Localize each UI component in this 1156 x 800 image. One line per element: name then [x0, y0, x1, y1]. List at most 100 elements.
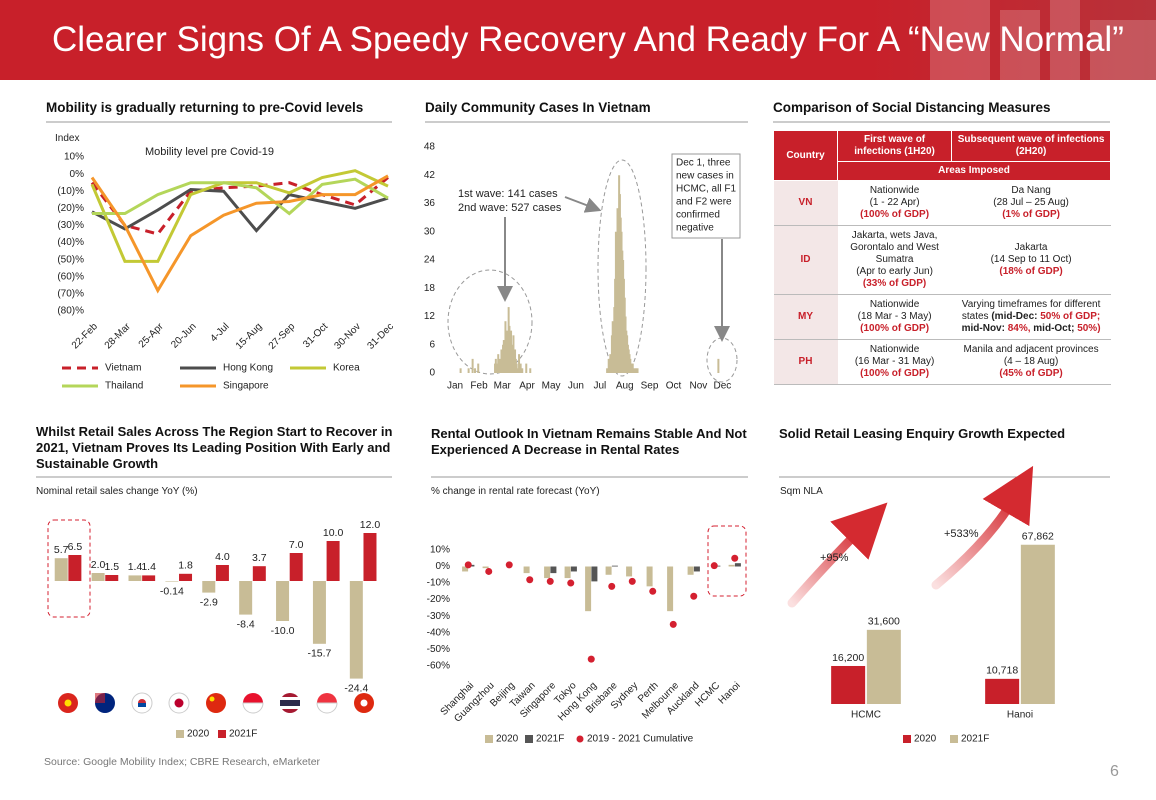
- legend-swatch: [176, 730, 184, 738]
- x-tick-label: 31-Dec: [365, 321, 396, 352]
- bar: [636, 368, 639, 373]
- chart-title: Daily Community Cases In Vietnam: [425, 100, 651, 115]
- point: [546, 577, 554, 585]
- growth-arrows: [787, 465, 1034, 608]
- y-tick-label: (80)%: [57, 306, 84, 317]
- header-cell: Subsequent wave of infections (2H20): [951, 130, 1111, 162]
- cell-line: (Apr to early Jun): [840, 266, 950, 278]
- cell-line: Gorontalo and West: [840, 242, 950, 254]
- data-label: -24.4: [344, 682, 368, 694]
- legend-label: 2020: [496, 734, 519, 745]
- cell-line: (45% of GDP): [954, 368, 1109, 380]
- bar: [165, 581, 179, 582]
- bar: [474, 368, 477, 373]
- annotation: new cases in: [676, 171, 734, 182]
- source-note: Source: Google Mobility Index; CBRE Rese…: [44, 756, 321, 768]
- bar: [312, 581, 326, 644]
- chart-title: Rental Outlook In Vietnam Remains Stable…: [431, 426, 747, 457]
- cell-text: (33% of GDP): [862, 278, 927, 289]
- bar: [646, 566, 653, 587]
- cell-text: mid-Oct;: [1030, 323, 1078, 334]
- bar: [91, 573, 105, 581]
- data-label: 31,600: [868, 616, 900, 628]
- data-label: -0.14: [160, 585, 184, 597]
- legend-label: Thailand: [105, 381, 143, 392]
- bar: [585, 566, 592, 612]
- bar: [626, 566, 633, 577]
- data-label: 67,862: [1022, 531, 1054, 543]
- data-label: 7.0: [289, 539, 304, 551]
- y-axis-label: Sqm NLA: [780, 486, 823, 497]
- cell-line: (100% of GDP): [840, 323, 950, 335]
- bar: [1020, 544, 1055, 704]
- cell-line: Varying timeframes for different: [954, 299, 1109, 311]
- table-cell: Varying timeframes for different states (…: [951, 294, 1111, 340]
- table-row: VN Nationwide (1 - 22 Apr) (100% of GDP) Da …: [773, 180, 1111, 226]
- table-row: MY Nationwide (18 Mar - 3 May) (100% of GDP…: [773, 294, 1111, 340]
- cell-text: (100% of GDP): [860, 209, 930, 220]
- header-row: Country First wave of infections (1H20) Su…: [773, 130, 1111, 181]
- bar: [202, 581, 216, 593]
- x-tick-label: 27-Sep: [267, 321, 298, 352]
- bar: [500, 349, 503, 373]
- bar: [239, 581, 253, 615]
- y-tick-label: -20%: [427, 594, 450, 605]
- x-tick-label: Jul: [594, 381, 607, 392]
- bar: [693, 566, 700, 572]
- bar: [591, 566, 598, 582]
- data-label: 1.8: [178, 560, 193, 572]
- cell-text: 50% of GDP;: [1040, 311, 1101, 322]
- y-tick-label: 12: [424, 311, 436, 322]
- bar: [985, 678, 1020, 704]
- y-tick-label: (20)%: [57, 203, 84, 214]
- y-tick-label: -40%: [427, 627, 450, 638]
- data-label: -8.4: [237, 618, 255, 630]
- bar: [518, 354, 521, 373]
- point: [669, 620, 677, 628]
- bar: [519, 363, 522, 373]
- cell-text: Nationwide: [869, 344, 920, 355]
- y-tick-label: (50)%: [57, 254, 84, 265]
- cell-line: (16 Mar - 31 May): [840, 356, 950, 368]
- cell-text: (18 Mar - 3 May): [857, 311, 932, 322]
- series-line: [91, 187, 389, 233]
- y-tick-label: (40)%: [57, 237, 84, 248]
- dec-callout-box: [671, 153, 741, 239]
- annotation: and F2 were: [676, 197, 732, 208]
- cell-line: mid-Nov: 84%, mid-Oct; 50%): [954, 323, 1109, 335]
- x-tick-label: 15-Aug: [234, 321, 265, 352]
- cell-text: (mid-Dec:: [991, 311, 1041, 322]
- series-line: [90, 169, 389, 263]
- x-tick-label: May: [542, 381, 561, 392]
- bar: [550, 566, 557, 574]
- legend-swatch: [525, 735, 533, 743]
- legend-swatch: [576, 735, 584, 743]
- annotation: HCMC, all F1: [676, 184, 736, 195]
- cell-text: (1% of GDP): [1002, 209, 1060, 220]
- page-number: 6: [1110, 763, 1119, 780]
- point: [567, 579, 575, 587]
- bar: [734, 563, 741, 567]
- table-title: Comparison of Social Distancing Measures: [773, 100, 1051, 115]
- bar: [326, 541, 340, 581]
- x-tick-label: Nov: [689, 381, 707, 392]
- table-cell: Nationwide (18 Mar - 3 May) (100% of GDP): [837, 294, 952, 340]
- country-cell: ID: [773, 225, 838, 295]
- x-tick-label: 4-Jul: [208, 321, 231, 344]
- bar: [54, 558, 68, 581]
- title-rules: [36, 121, 1110, 478]
- data-label: -10.0: [271, 625, 295, 637]
- annotation: negative: [676, 223, 714, 234]
- legend-swatch: [485, 735, 493, 743]
- data-label: -15.7: [307, 648, 331, 660]
- table-container: Country First wave of infections (1H20) Su…: [773, 130, 1111, 385]
- data-label: -2.9: [200, 596, 218, 608]
- y-tick-label: (70)%: [57, 289, 84, 300]
- table-cell: Jakarta (14 Sep to 11 Oct) (18% of GDP): [951, 225, 1111, 295]
- bar: [634, 368, 637, 373]
- data-label: 1.5: [104, 561, 119, 573]
- data-label: 10,718: [986, 665, 1018, 677]
- point: [505, 561, 513, 569]
- point: [649, 587, 657, 595]
